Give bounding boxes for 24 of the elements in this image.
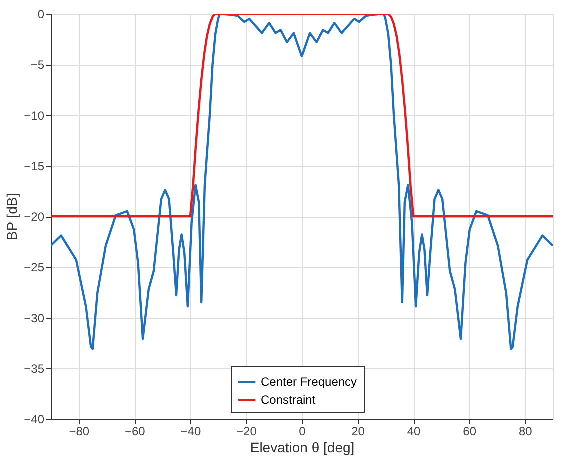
line-series	[51, 14, 553, 350]
legend-label: Constraint	[261, 393, 316, 407]
x-tick-label: −60	[124, 424, 146, 438]
x-tick-label: −20	[236, 424, 258, 438]
y-tick-label: 0	[38, 8, 45, 22]
x-axis-title: Elevation θ [deg]	[250, 440, 355, 456]
y-axis-title: BP [dB]	[4, 193, 20, 241]
y-tick-label: −40	[24, 412, 45, 426]
x-tick-label: 60	[463, 424, 477, 438]
x-tick-label: −40	[180, 424, 202, 438]
y-tick-label: −10	[24, 108, 45, 123]
y-tick-label: −25	[24, 260, 45, 275]
x-tick-label: 40	[407, 424, 422, 438]
x-tick-label: 20	[352, 424, 366, 438]
y-tick-label: −15	[24, 159, 45, 174]
y-tick-label: −20	[24, 210, 45, 224]
y-tick-label: −30	[24, 311, 45, 326]
x-tick-label: 80	[518, 424, 533, 438]
x-tick-label: −80	[69, 424, 90, 438]
line-series	[51, 14, 553, 218]
legend-label: Center Frequency	[261, 375, 358, 389]
x-tick-label: 0	[299, 424, 306, 438]
y-tick-label: −5	[30, 58, 45, 72]
y-tick-label: −35	[24, 362, 45, 376]
